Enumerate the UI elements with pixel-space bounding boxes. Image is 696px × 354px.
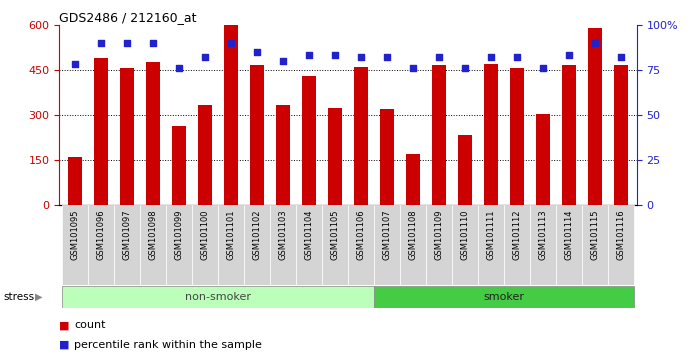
Point: [303, 53, 315, 58]
Bar: [556, 205, 582, 285]
Bar: [172, 126, 186, 205]
Bar: [400, 205, 426, 285]
Point: [537, 65, 548, 71]
Text: smoker: smoker: [484, 292, 525, 302]
Bar: [120, 68, 134, 205]
Text: GSM101095: GSM101095: [70, 209, 79, 260]
Bar: [276, 104, 290, 205]
Text: ■: ■: [59, 320, 70, 330]
Point: [381, 55, 393, 60]
Bar: [458, 135, 473, 205]
Bar: [562, 65, 576, 205]
Point: [121, 40, 132, 46]
Bar: [406, 154, 420, 205]
Bar: [614, 65, 628, 205]
Point: [226, 40, 237, 46]
Text: ▶: ▶: [35, 292, 42, 302]
Text: count: count: [74, 320, 106, 330]
Text: GSM101096: GSM101096: [96, 209, 105, 260]
Bar: [114, 205, 140, 285]
Bar: [140, 205, 166, 285]
Text: GSM101108: GSM101108: [409, 209, 418, 260]
Text: GSM101109: GSM101109: [434, 209, 443, 260]
Text: percentile rank within the sample: percentile rank within the sample: [74, 340, 262, 350]
Point: [173, 65, 184, 71]
Bar: [270, 205, 296, 285]
Bar: [62, 205, 88, 285]
Point: [486, 55, 497, 60]
Bar: [582, 205, 608, 285]
Point: [356, 55, 367, 60]
Bar: [328, 108, 342, 205]
Bar: [530, 205, 556, 285]
Text: GSM101097: GSM101097: [122, 209, 132, 260]
Point: [590, 40, 601, 46]
Bar: [223, 25, 238, 205]
Text: GSM101100: GSM101100: [200, 209, 209, 260]
Text: ■: ■: [59, 340, 70, 350]
Bar: [218, 205, 244, 285]
Bar: [432, 65, 446, 205]
Text: GSM101102: GSM101102: [253, 209, 262, 260]
Bar: [296, 205, 322, 285]
Point: [564, 53, 575, 58]
Point: [148, 40, 159, 46]
Text: GSM101115: GSM101115: [591, 209, 600, 260]
Bar: [608, 205, 634, 285]
Bar: [68, 157, 82, 205]
Bar: [322, 205, 348, 285]
Point: [512, 55, 523, 60]
Bar: [354, 67, 368, 205]
Text: GSM101116: GSM101116: [617, 209, 626, 260]
Text: stress: stress: [3, 292, 35, 302]
Text: non-smoker: non-smoker: [185, 292, 251, 302]
Point: [407, 65, 418, 71]
Bar: [380, 109, 394, 205]
Point: [459, 65, 470, 71]
Bar: [452, 205, 478, 285]
Point: [95, 40, 106, 46]
Bar: [145, 62, 160, 205]
Text: GSM101113: GSM101113: [539, 209, 548, 260]
Bar: [244, 205, 270, 285]
Bar: [302, 76, 316, 205]
Bar: [250, 65, 264, 205]
Text: GSM101103: GSM101103: [278, 209, 287, 260]
Text: GSM101104: GSM101104: [304, 209, 313, 260]
Point: [434, 55, 445, 60]
Text: GSM101114: GSM101114: [564, 209, 574, 260]
Bar: [198, 104, 212, 205]
Point: [278, 58, 289, 64]
Bar: [478, 205, 504, 285]
Text: GSM101098: GSM101098: [148, 209, 157, 260]
Bar: [510, 68, 524, 205]
Text: GSM101112: GSM101112: [513, 209, 521, 260]
Bar: [374, 286, 634, 308]
Point: [199, 55, 210, 60]
Text: GSM101110: GSM101110: [461, 209, 470, 260]
Bar: [192, 205, 218, 285]
Point: [616, 55, 627, 60]
Bar: [94, 58, 108, 205]
Bar: [588, 28, 602, 205]
Text: GSM101099: GSM101099: [175, 209, 183, 260]
Point: [69, 62, 80, 67]
Bar: [536, 114, 551, 205]
Bar: [166, 205, 192, 285]
Text: GSM101105: GSM101105: [331, 209, 340, 260]
Text: GDS2486 / 212160_at: GDS2486 / 212160_at: [59, 11, 197, 24]
Bar: [348, 205, 374, 285]
Text: GSM101111: GSM101111: [487, 209, 496, 260]
Point: [251, 49, 262, 55]
Bar: [374, 205, 400, 285]
Bar: [62, 286, 374, 308]
Bar: [88, 205, 114, 285]
Bar: [426, 205, 452, 285]
Text: GSM101101: GSM101101: [226, 209, 235, 260]
Point: [329, 53, 340, 58]
Text: GSM101107: GSM101107: [383, 209, 392, 260]
Bar: [504, 205, 530, 285]
Text: GSM101106: GSM101106: [356, 209, 365, 260]
Bar: [484, 64, 498, 205]
